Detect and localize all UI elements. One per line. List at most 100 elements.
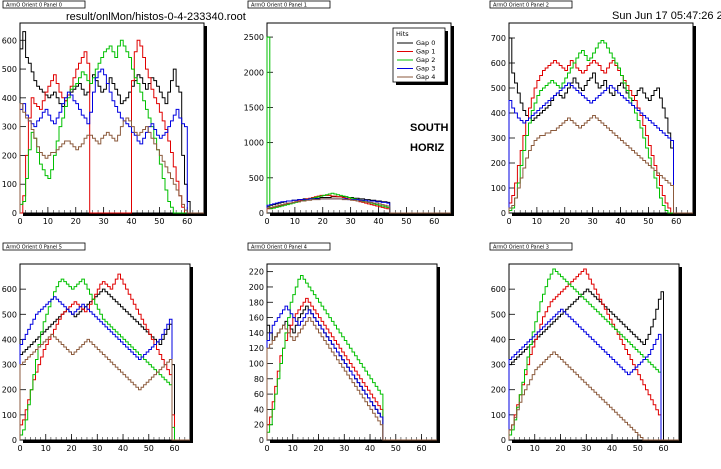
y-tick-label: 220 [249,268,264,277]
x-tick-label: 40 [126,217,136,226]
y-tick-label: 0 [259,436,264,445]
y-tick-label: 400 [491,335,506,344]
y-tick-label: 20 [254,421,264,430]
x-tick-label: 20 [71,217,81,226]
y-tick-label: 180 [249,298,264,307]
x-tick-label: 30 [346,217,356,226]
x-tick-label: 50 [643,217,653,226]
x-tick-label: 50 [391,444,401,453]
y-tick-label: 40 [254,405,264,414]
x-tick-label: 10 [288,444,298,453]
y-tick-label: 160 [249,314,264,323]
series-gap-3 [508,82,693,214]
x-tick-label: 0 [506,444,511,453]
series-gap-4 [508,115,693,214]
file-label: result/onlMon/histos-0-4-233340.root [66,11,246,23]
y-tick-label: 200 [249,283,264,292]
x-tick-label: 10 [43,217,53,226]
series-gap-4 [266,317,437,441]
panel-title: ArmO Orient 0 Panel 0 [6,3,62,9]
series-gap-2 [19,39,193,214]
x-tick-label: 40 [365,444,375,453]
y-tick-label: 0 [501,436,506,445]
x-tick-label: 40 [607,444,617,453]
x-tick-label: 30 [92,444,102,453]
x-tick-label: 30 [339,444,349,453]
x-tick-label: 0 [506,217,511,226]
series-gap-4 [266,198,451,214]
y-tick-label: 400 [2,94,17,103]
y-tick-label: 600 [491,285,506,294]
series-gap-3 [19,296,190,441]
y-tick-label: 500 [249,174,264,183]
series-gap-4 [508,351,679,441]
panel-title-box [2,242,86,251]
series-gap-2 [508,268,679,441]
x-tick-label: 50 [154,217,164,226]
horiz-label: HORIZ [410,142,445,154]
y-tick-label: 600 [491,59,506,68]
x-tick-label: 40 [615,217,625,226]
legend-entry: Gap 3 [416,65,435,73]
x-tick-label: 0 [264,217,269,226]
series-gap-3 [19,68,204,214]
y-tick-label: 500 [2,310,17,319]
y-tick-label: 600 [2,36,17,45]
panel-5: ArmO Orient 0 Panel 30 10 20 30 40 50 60010020… [489,242,682,453]
legend-entry: Gap 0 [416,39,435,47]
x-tick-label: 0 [17,217,22,226]
y-tick-label: 0 [259,209,264,218]
plot-frame [508,22,694,214]
x-tick-label: 20 [555,444,565,453]
x-tick-label: 30 [99,217,109,226]
x-tick-label: 60 [182,217,192,226]
y-tick-label: 0 [12,436,17,445]
panel-title: ArmO Orient 0 Panel 2 [493,3,549,9]
x-tick-label: 40 [373,217,383,226]
x-tick-label: 60 [169,444,179,453]
y-tick-label: 500 [2,65,17,74]
panel-3: ArmO Orient 0 Panel 50 10 20 30 40 50 60010020… [2,242,193,453]
panel-title: ArmO Orient 0 Panel 5 [6,245,62,251]
series-gap-2 [19,278,190,441]
y-tick-label: 1500 [244,103,264,112]
x-tick-label: 30 [581,444,591,453]
series-gap-1 [20,39,204,214]
y-tick-label: 400 [2,335,17,344]
legend-entry: Gap 4 [416,73,435,81]
y-tick-label: 80 [254,375,264,384]
x-tick-label: 60 [658,444,668,453]
y-tick-label: 120 [249,344,264,353]
x-tick-label: 20 [318,217,328,226]
x-tick-label: 0 [17,444,22,453]
x-tick-label: 50 [401,217,411,226]
y-tick-label: 1000 [244,139,264,148]
x-tick-label: 20 [66,444,76,453]
panel-title: ArmO Orient 0 Panel 1 [251,3,307,9]
panel-title-box [247,0,331,9]
x-tick-label: 20 [313,444,323,453]
y-tick-label: 300 [491,134,506,143]
x-tick-label: 20 [560,217,570,226]
panel-2: ArmO Orient 0 Panel 20 10 20 30 40 50 60010020… [489,0,696,226]
y-tick-label: 700 [491,34,506,43]
legend-entry: Gap 2 [416,56,435,64]
y-tick-label: 100 [491,411,506,420]
panel-title-box [489,0,573,9]
y-tick-label: 60 [254,390,264,399]
x-tick-label: 60 [416,444,426,453]
y-tick-label: 100 [2,411,17,420]
y-tick-label: 200 [2,386,17,395]
x-tick-label: 10 [532,217,542,226]
panel-4: ArmO Orient 0 Panel 4 0 10 20 30 40 50 60 0 20 40 6… [247,242,440,453]
series-gap-0 [508,37,693,214]
panel-title-box [247,242,331,251]
x-tick-label: 50 [633,444,643,453]
x-tick-label: 0 [264,444,269,453]
y-tick-label: 500 [491,84,506,93]
x-tick-label: 30 [588,217,598,226]
y-tick-label: 300 [2,361,17,370]
x-tick-label: 10 [290,217,300,226]
